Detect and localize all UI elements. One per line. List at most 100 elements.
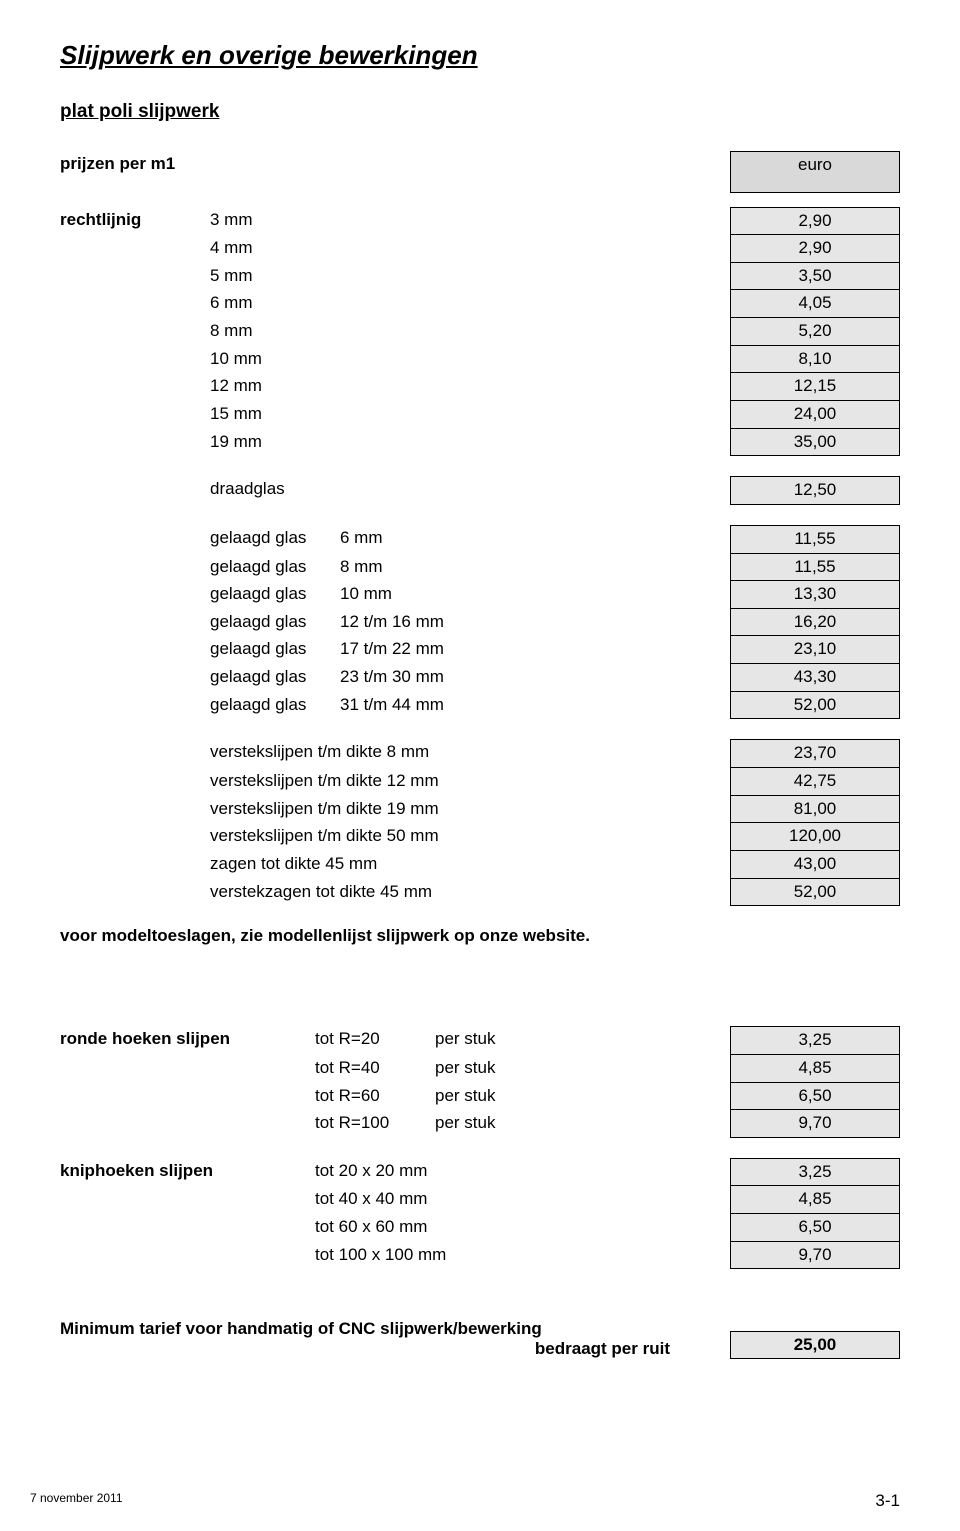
gelaagd-label: gelaagd glas — [210, 581, 340, 609]
table-row: verstekslijpen t/m dikte 8 mm 23,70 — [60, 739, 900, 768]
spec: 10 mm — [340, 581, 600, 609]
table-row: gelaagd glas 10 mm 13,30 — [60, 581, 900, 609]
table-row: 19 mm 35,00 — [60, 429, 900, 457]
spec: 8 mm — [340, 554, 600, 582]
table-row: gelaagd glas 23 t/m 30 mm 43,30 — [60, 664, 900, 692]
footer: 7 november 2011 3-1 — [30, 1491, 900, 1511]
spec: tot 40 x 40 mm — [315, 1186, 555, 1214]
price-cell: 11,55 — [730, 554, 900, 582]
draadglas-label: draadglas — [210, 476, 470, 505]
verstek-label: zagen tot dikte 45 mm — [210, 851, 530, 879]
spec: 12 t/m 16 mm — [340, 609, 600, 637]
gelaagd-label: gelaagd glas — [210, 636, 340, 664]
min-tarief: Minimum tarief voor handmatig of CNC sli… — [60, 1319, 900, 1359]
spec: 23 t/m 30 mm — [340, 664, 600, 692]
spec: tot R=20 — [315, 1026, 435, 1055]
price-cell: 8,10 — [730, 346, 900, 374]
verstek-label: verstekzagen tot dikte 45 mm — [210, 879, 530, 907]
spec: 31 t/m 44 mm — [340, 692, 600, 720]
table-row: verstekslijpen t/m dikte 19 mm 81,00 — [60, 796, 900, 824]
price-cell: 16,20 — [730, 609, 900, 637]
min-tarief-line2: bedraagt per ruit — [60, 1339, 730, 1359]
price-cell: 6,50 — [730, 1214, 900, 1242]
spec: tot R=100 — [315, 1110, 435, 1138]
knip-group: kniphoeken slijpen tot 20 x 20 mm 3,25 t… — [60, 1158, 900, 1270]
table-row: gelaagd glas 6 mm 11,55 — [60, 525, 900, 554]
ronde-label: ronde hoeken slijpen — [60, 1026, 315, 1055]
spec: 6 mm — [210, 290, 470, 318]
table-row: tot 100 x 100 mm 9,70 — [60, 1242, 900, 1270]
draadglas-group: draadglas 12,50 — [60, 476, 900, 505]
price-cell: 4,85 — [730, 1055, 900, 1083]
spec: 10 mm — [210, 346, 470, 374]
table-row: rechtlijnig 3 mm 2,90 — [60, 207, 900, 236]
price-cell: 5,20 — [730, 318, 900, 346]
gelaagd-label: gelaagd glas — [210, 554, 340, 582]
knip-label: kniphoeken slijpen — [60, 1158, 315, 1187]
gelaagd-label: gelaagd glas — [210, 609, 340, 637]
unit: per stuk — [435, 1055, 555, 1083]
table-row: gelaagd glas 8 mm 11,55 — [60, 554, 900, 582]
price-cell: 3,25 — [730, 1158, 900, 1187]
unit: per stuk — [435, 1110, 555, 1138]
model-note: voor modeltoeslagen, zie modellenlijst s… — [60, 926, 900, 946]
price-cell: 42,75 — [730, 768, 900, 796]
price-cell: 3,25 — [730, 1026, 900, 1055]
table-row: gelaagd glas 12 t/m 16 mm 16,20 — [60, 609, 900, 637]
table-row: zagen tot dikte 45 mm 43,00 — [60, 851, 900, 879]
price-cell: 120,00 — [730, 823, 900, 851]
spec: tot 20 x 20 mm — [315, 1158, 555, 1187]
price-cell: 13,30 — [730, 581, 900, 609]
prices-label: prijzen per m1 — [60, 151, 175, 177]
spec: 3 mm — [210, 207, 470, 236]
footer-date: 7 november 2011 — [30, 1491, 123, 1511]
price-cell: 9,70 — [730, 1242, 900, 1270]
unit: per stuk — [435, 1083, 555, 1111]
verstek-label: verstekslijpen t/m dikte 19 mm — [210, 796, 530, 824]
spec: 8 mm — [210, 318, 470, 346]
gelaagd-label: gelaagd glas — [210, 692, 340, 720]
verstek-group: verstekslijpen t/m dikte 8 mm 23,70 vers… — [60, 739, 900, 906]
table-row: tot 60 x 60 mm 6,50 — [60, 1214, 900, 1242]
price-cell: 4,05 — [730, 290, 900, 318]
spec: 17 t/m 22 mm — [340, 636, 600, 664]
table-row: 4 mm 2,90 — [60, 235, 900, 263]
price-cell: 35,00 — [730, 429, 900, 457]
price-cell: 24,00 — [730, 401, 900, 429]
spec: 19 mm — [210, 429, 470, 457]
gelaagd-group: gelaagd glas 6 mm 11,55 gelaagd glas 8 m… — [60, 525, 900, 719]
verstek-label: verstekslijpen t/m dikte 12 mm — [210, 768, 530, 796]
table-row: gelaagd glas 31 t/m 44 mm 52,00 — [60, 692, 900, 720]
price-cell: 4,85 — [730, 1186, 900, 1214]
ronde-group: ronde hoeken slijpen tot R=20 per stuk 3… — [60, 1026, 900, 1138]
price-cell: 23,70 — [730, 739, 900, 768]
table-row: tot R=60 per stuk 6,50 — [60, 1083, 900, 1111]
price-header-row: prijzen per m1 euro — [60, 151, 900, 193]
min-tarief-line1: Minimum tarief voor handmatig of CNC sli… — [60, 1319, 730, 1339]
table-row: verstekslijpen t/m dikte 12 mm 42,75 — [60, 768, 900, 796]
price-cell: 23,10 — [730, 636, 900, 664]
price-cell: 2,90 — [730, 207, 900, 236]
spec: 15 mm — [210, 401, 470, 429]
table-row: kniphoeken slijpen tot 20 x 20 mm 3,25 — [60, 1158, 900, 1187]
spec: tot 60 x 60 mm — [315, 1214, 555, 1242]
table-row: 8 mm 5,20 — [60, 318, 900, 346]
table-row: tot R=100 per stuk 9,70 — [60, 1110, 900, 1138]
table-row: 5 mm 3,50 — [60, 263, 900, 291]
table-row: ronde hoeken slijpen tot R=20 per stuk 3… — [60, 1026, 900, 1055]
price-cell: 52,00 — [730, 879, 900, 907]
price-cell: 3,50 — [730, 263, 900, 291]
gelaagd-label: gelaagd glas — [210, 525, 340, 554]
gelaagd-label: gelaagd glas — [210, 664, 340, 692]
subtitle: plat poli slijpwerk — [60, 101, 900, 123]
spec: tot 100 x 100 mm — [315, 1242, 555, 1270]
price-cell: 81,00 — [730, 796, 900, 824]
price-cell: 43,00 — [730, 851, 900, 879]
price-cell: 12,15 — [730, 373, 900, 401]
price-cell: 6,50 — [730, 1083, 900, 1111]
spec: 12 mm — [210, 373, 470, 401]
footer-page: 3-1 — [875, 1491, 900, 1511]
table-row: draadglas 12,50 — [60, 476, 900, 505]
table-row: 6 mm 4,05 — [60, 290, 900, 318]
price-cell: 11,55 — [730, 525, 900, 554]
